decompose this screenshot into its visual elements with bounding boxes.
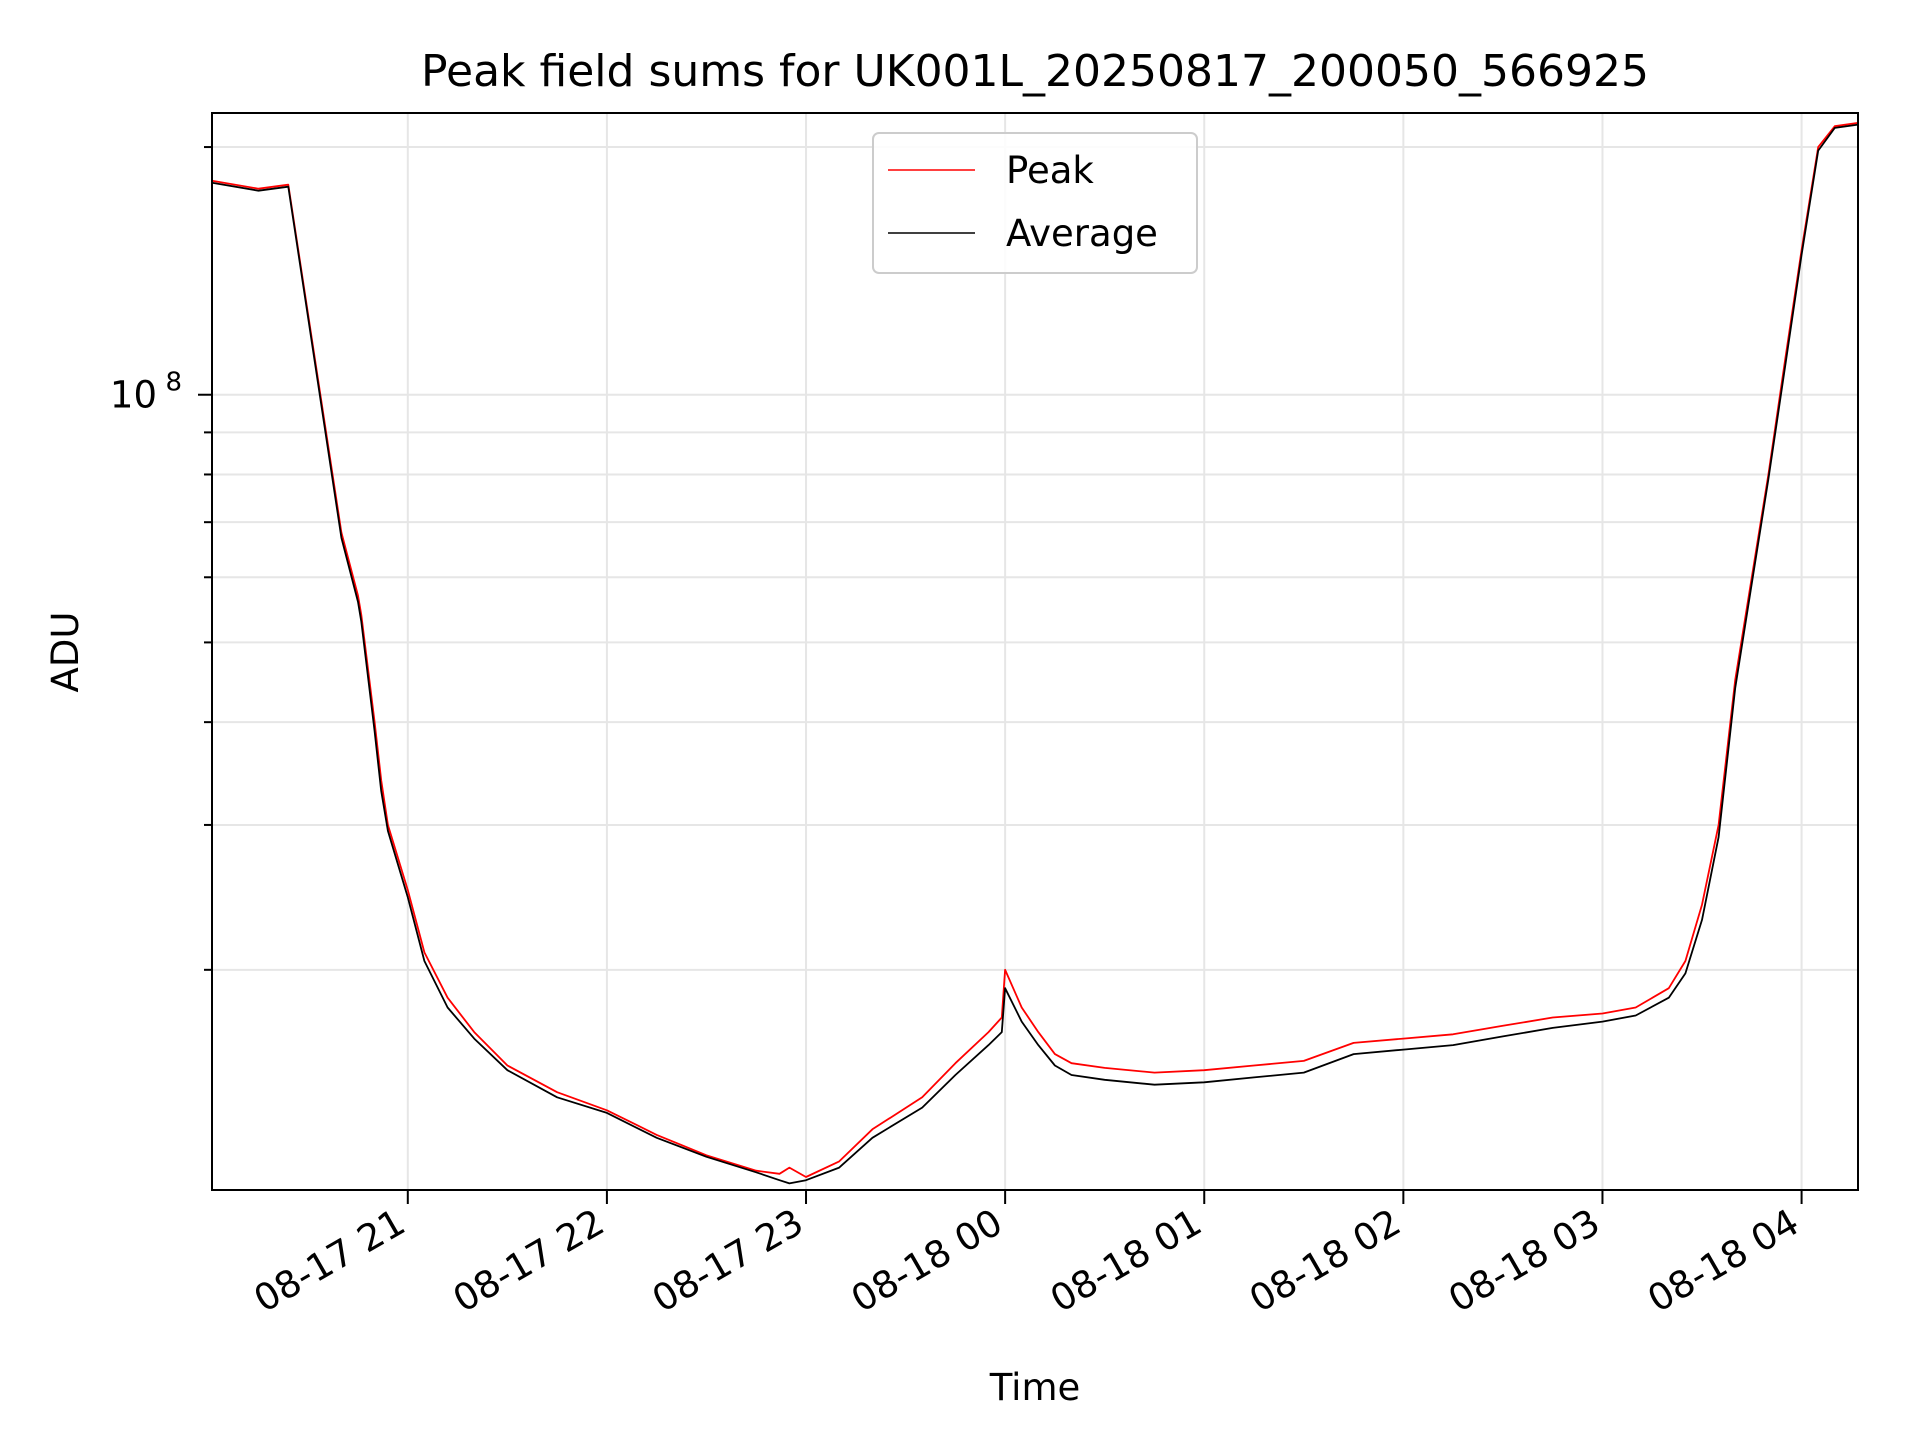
y-tick-label-exponent: 8 [165,368,182,398]
plot-frame [211,112,1859,1191]
y-axis-ticks: 10 8 [110,146,212,971]
series-line-average [211,123,1859,1185]
grid-lines [212,113,1858,1190]
legend: Peak Average [872,132,1198,274]
legend-label-peak: Peak [1006,149,1094,192]
legend-box [872,132,1198,274]
series-lines [211,122,1859,1185]
series-line-peak [211,122,1859,1178]
y-axis-label: ADU [44,612,87,693]
y-tick-label: 10 [110,374,157,417]
chart-title: Peak field sums for UK001L_20250817_2000… [421,46,1649,97]
x-axis-label: Time [989,1366,1081,1409]
legend-label-average: Average [1006,212,1158,255]
